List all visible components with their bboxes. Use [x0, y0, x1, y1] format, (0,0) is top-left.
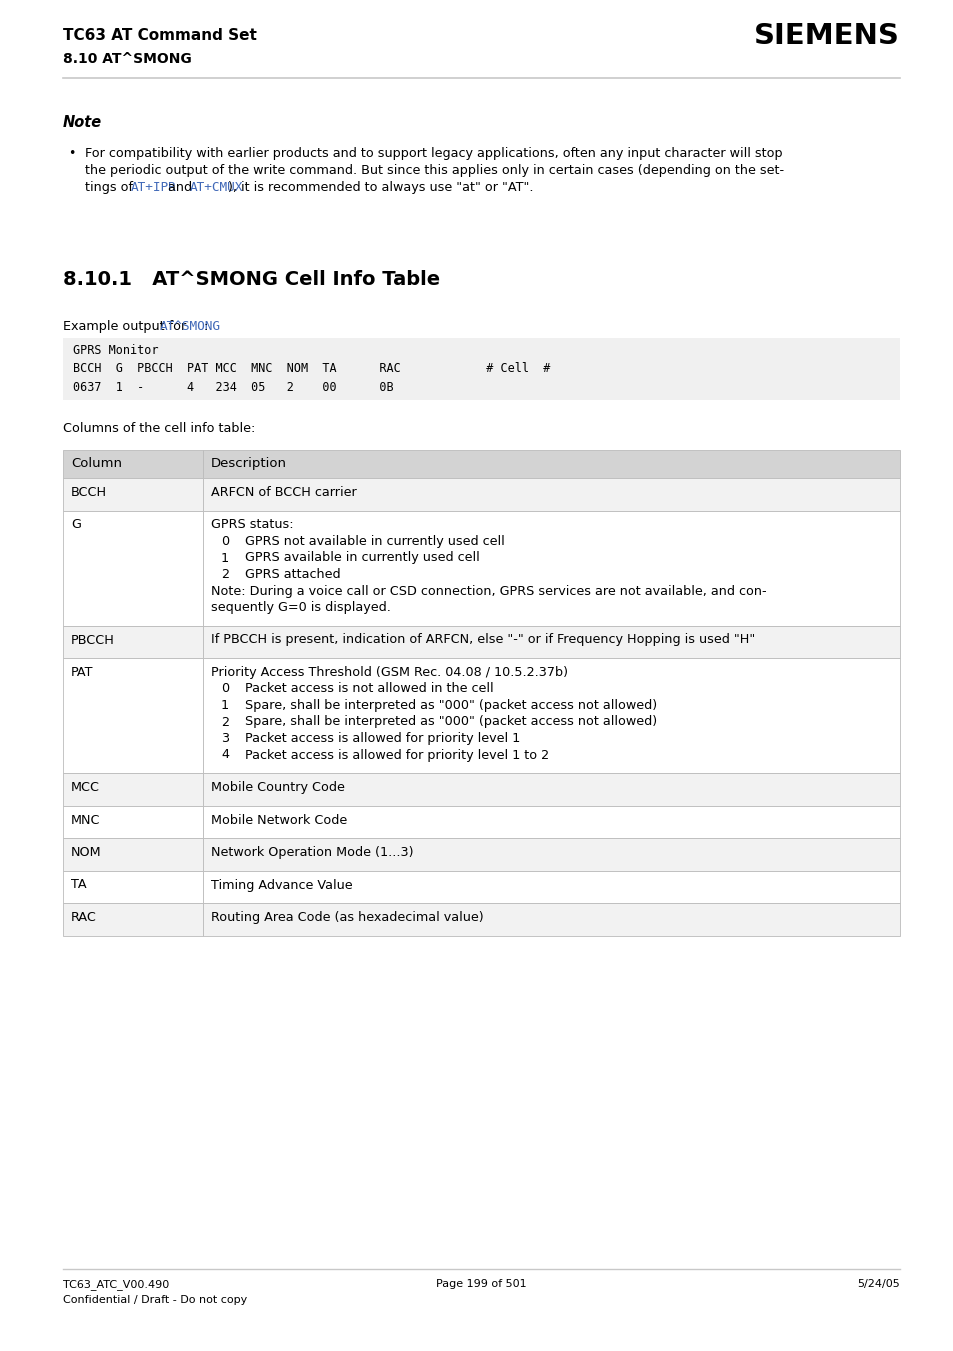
Text: Network Operation Mode (1...3): Network Operation Mode (1...3): [211, 846, 413, 859]
Text: 5/24/05: 5/24/05: [857, 1279, 899, 1289]
Text: •: •: [68, 147, 75, 159]
Text: Mobile Network Code: Mobile Network Code: [211, 813, 347, 827]
Bar: [63, 658, 203, 773]
Text: Confidential / Draft - Do not copy: Confidential / Draft - Do not copy: [63, 1296, 247, 1305]
Text: Example output for: Example output for: [63, 320, 190, 332]
Bar: [63, 478, 203, 511]
Text: TC63 AT Command Set: TC63 AT Command Set: [63, 28, 256, 43]
Text: Spare, shall be interpreted as "000" (packet access not allowed): Spare, shall be interpreted as "000" (pa…: [245, 716, 657, 728]
Bar: [63, 838, 203, 870]
Text: G: G: [71, 519, 81, 531]
Bar: [203, 805, 899, 838]
Text: Packet access is allowed for priority level 1: Packet access is allowed for priority le…: [245, 732, 519, 744]
Text: TA: TA: [71, 878, 87, 892]
Bar: [203, 478, 899, 511]
Text: For compatibility with earlier products and to support legacy applications, ofte: For compatibility with earlier products …: [85, 147, 781, 159]
Bar: [203, 511, 899, 626]
Text: GPRS status:: GPRS status:: [211, 519, 294, 531]
Bar: [203, 870, 899, 902]
Text: Timing Advance Value: Timing Advance Value: [211, 878, 353, 892]
Text: 1: 1: [221, 551, 229, 565]
Text: 8.10.1   AT^SMONG Cell Info Table: 8.10.1 AT^SMONG Cell Info Table: [63, 270, 439, 289]
Text: PBCCH: PBCCH: [71, 634, 114, 647]
Text: 3: 3: [221, 732, 229, 744]
Text: NOM: NOM: [71, 846, 102, 859]
Text: 2: 2: [221, 716, 229, 728]
Text: PAT: PAT: [71, 666, 93, 680]
Text: Packet access is allowed for priority level 1 to 2: Packet access is allowed for priority le…: [245, 748, 549, 762]
Bar: [63, 805, 203, 838]
Text: Note: Note: [63, 115, 102, 130]
Text: tings of: tings of: [85, 181, 137, 195]
Bar: [63, 450, 203, 478]
Bar: [203, 838, 899, 870]
Bar: [203, 450, 899, 478]
Text: GPRS available in currently used cell: GPRS available in currently used cell: [245, 551, 479, 565]
Bar: [203, 902, 899, 935]
Text: ARFCN of BCCH carrier: ARFCN of BCCH carrier: [211, 486, 356, 499]
Text: Mobile Country Code: Mobile Country Code: [211, 781, 345, 794]
Text: the periodic output of the write command. But since this applies only in certain: the periodic output of the write command…: [85, 163, 783, 177]
Text: MNC: MNC: [71, 813, 100, 827]
Bar: [63, 902, 203, 935]
Text: AT^SMONG: AT^SMONG: [160, 320, 221, 332]
Text: Priority Access Threshold (GSM Rec. 04.08 / 10.5.2.37b): Priority Access Threshold (GSM Rec. 04.0…: [211, 666, 567, 680]
Text: BCCH: BCCH: [71, 486, 107, 499]
Text: AT+CMUX: AT+CMUX: [190, 181, 242, 195]
Text: 4: 4: [221, 748, 229, 762]
Text: SIEMENS: SIEMENS: [753, 22, 899, 50]
Text: 2: 2: [221, 567, 229, 581]
Text: ), it is recommended to always use "at" or "AT".: ), it is recommended to always use "at" …: [228, 181, 533, 195]
Text: GPRS Monitor
BCCH  G  PBCCH  PAT MCC  MNC  NOM  TA      RAC            # Cell  #: GPRS Monitor BCCH G PBCCH PAT MCC MNC NO…: [73, 345, 550, 394]
Text: Spare, shall be interpreted as "000" (packet access not allowed): Spare, shall be interpreted as "000" (pa…: [245, 698, 657, 712]
Bar: [203, 658, 899, 773]
Bar: [203, 773, 899, 805]
Text: sequently G=0 is displayed.: sequently G=0 is displayed.: [211, 601, 391, 613]
Bar: [63, 773, 203, 805]
Text: Note: During a voice call or CSD connection, GPRS services are not available, an: Note: During a voice call or CSD connect…: [211, 585, 766, 597]
Text: Column: Column: [71, 457, 122, 470]
Text: Routing Area Code (as hexadecimal value): Routing Area Code (as hexadecimal value): [211, 911, 483, 924]
Text: and: and: [164, 181, 195, 195]
Text: If PBCCH is present, indication of ARFCN, else "-" or if Frequency Hopping is us: If PBCCH is present, indication of ARFCN…: [211, 634, 755, 647]
Text: Page 199 of 501: Page 199 of 501: [436, 1279, 526, 1289]
Text: GPRS not available in currently used cell: GPRS not available in currently used cel…: [245, 535, 504, 549]
Text: AT+IPR: AT+IPR: [131, 181, 176, 195]
Text: Packet access is not allowed in the cell: Packet access is not allowed in the cell: [245, 682, 493, 696]
Text: TC63_ATC_V00.490: TC63_ATC_V00.490: [63, 1279, 169, 1290]
Bar: [63, 511, 203, 626]
Bar: [63, 626, 203, 658]
Bar: [63, 338, 899, 400]
Text: Columns of the cell info table:: Columns of the cell info table:: [63, 422, 255, 435]
Bar: [63, 870, 203, 902]
Text: Description: Description: [211, 457, 287, 470]
Text: GPRS attached: GPRS attached: [245, 567, 340, 581]
Text: 0: 0: [221, 682, 229, 696]
Text: 8.10 AT^SMONG: 8.10 AT^SMONG: [63, 51, 192, 66]
Text: 0: 0: [221, 535, 229, 549]
Text: MCC: MCC: [71, 781, 100, 794]
Text: 1: 1: [221, 698, 229, 712]
Text: RAC: RAC: [71, 911, 97, 924]
Bar: [203, 626, 899, 658]
Text: :: :: [204, 320, 208, 332]
